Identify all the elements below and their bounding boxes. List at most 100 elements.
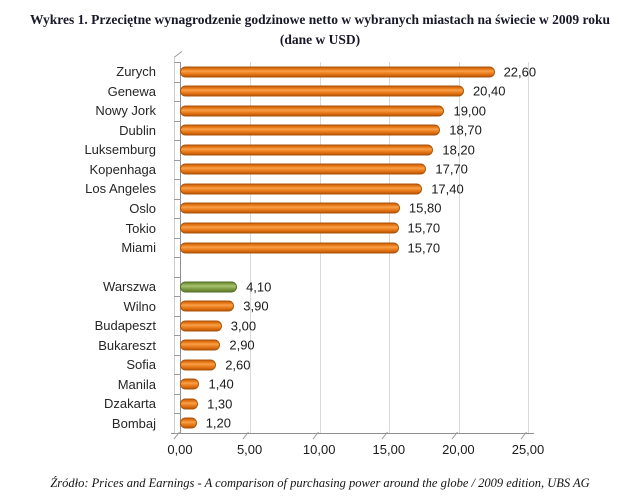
table-row: Nowy Jork 19,00 <box>0 101 640 121</box>
y-tick-mark <box>174 315 181 317</box>
bar-track: 18,70 <box>180 121 528 141</box>
bar <box>180 183 423 195</box>
gridline <box>458 62 460 433</box>
y-tick-mark <box>174 296 181 298</box>
category-label: Warszwa <box>103 279 156 295</box>
category-label: Tokio <box>125 220 156 236</box>
value-label: 2,60 <box>225 357 251 373</box>
category-label: Kopenhaga <box>89 161 156 177</box>
bar <box>180 242 399 254</box>
bar-track: 1,20 <box>180 414 528 434</box>
y-tick-mark <box>174 101 181 103</box>
bar-track: 2,60 <box>180 355 528 375</box>
bar <box>180 202 400 214</box>
table-row: Bukareszt 2,90 <box>0 335 640 355</box>
bar-track: 1,40 <box>180 375 528 395</box>
bar-track: 3,00 <box>180 316 528 336</box>
bar-track: 3,90 <box>180 296 528 316</box>
category-label: Sofia <box>126 357 156 373</box>
y-tick-mark <box>174 62 181 63</box>
table-row: Luksemburg 18,20 <box>0 140 640 160</box>
x-axis-line <box>171 433 534 434</box>
bar <box>180 300 235 312</box>
table-row: Dzakarta 1,30 <box>0 394 640 414</box>
category-label: Budapeszt <box>94 318 156 334</box>
value-label: 1,20 <box>205 415 232 431</box>
category-label: Miami <box>121 240 156 256</box>
table-row: Miami 15,70 <box>0 238 640 258</box>
value-label: 4,10 <box>246 279 272 295</box>
bar-track: 22,60 <box>180 62 536 82</box>
category-label: Dzakarta <box>103 396 156 412</box>
bar-track: 15,70 <box>180 238 528 258</box>
table-row: Sofia 2,60 <box>0 355 640 375</box>
gridline <box>528 62 529 433</box>
source-note: Źródło: Prices and Earnings - A comparis… <box>50 476 590 490</box>
value-label: 1,40 <box>208 376 234 392</box>
table-row: Manila 1,40 <box>0 375 640 395</box>
value-label: 15,70 <box>407 220 441 236</box>
category-label: Oslo <box>129 200 156 216</box>
bar <box>180 281 238 293</box>
axis-3d-cap <box>173 50 183 58</box>
value-label: 18,70 <box>449 122 482 138</box>
x-tick-label: 20,00 <box>442 442 475 457</box>
table-row: Tokio 15,70 <box>0 218 640 238</box>
value-label: 22,60 <box>503 64 537 80</box>
bar-track: 15,80 <box>180 199 528 219</box>
bar <box>180 378 200 390</box>
bar <box>180 320 222 332</box>
table-row <box>0 257 640 277</box>
y-tick-mark <box>174 140 181 142</box>
bar-rows: Zurych 22,60 Genewa 20,40 Nowy Jork 19,00 Dubl… <box>0 62 640 433</box>
bar <box>180 85 464 97</box>
category-label: Manila <box>117 376 156 392</box>
category-label: Bombaj <box>111 415 156 431</box>
y-tick-mark <box>174 159 181 161</box>
table-row: Wilno 3,90 <box>0 296 640 316</box>
y-tick-mark <box>174 218 181 220</box>
value-label: 3,00 <box>230 318 257 334</box>
bar <box>180 144 434 156</box>
value-label: 2,90 <box>229 337 255 353</box>
bar-track: 17,40 <box>180 179 528 199</box>
bar <box>180 398 199 410</box>
table-row: Oslo 15,80 <box>0 199 640 219</box>
table-row: Los Angeles 17,40 <box>0 179 640 199</box>
value-label: 17,70 <box>435 161 468 177</box>
category-label: Luksemburg <box>84 142 156 158</box>
y-tick-mark <box>174 198 181 200</box>
value-label: 15,70 <box>407 240 441 256</box>
table-row: Warszwa 4,10 <box>0 277 640 297</box>
bar <box>180 339 221 351</box>
category-label: Los Angeles <box>85 181 156 197</box>
bar <box>180 124 441 136</box>
table-row: Bombaj 1,20 <box>0 414 640 434</box>
y-tick-mark <box>174 433 181 434</box>
category-label: Nowy Jork <box>95 103 156 119</box>
bar-track: 2,90 <box>180 335 528 355</box>
bar-track: 19,00 <box>180 101 528 121</box>
category-label: Wilno <box>123 298 156 314</box>
y-tick-mark <box>174 257 181 259</box>
y-tick-mark <box>174 393 181 395</box>
y-tick-mark <box>174 179 181 181</box>
category-label: Zurych <box>116 64 156 80</box>
table-row: Kopenhaga 17,70 <box>0 160 640 180</box>
bar-track: 18,20 <box>180 140 528 160</box>
x-tick-label: 10,00 <box>302 442 336 457</box>
table-row: Genewa 20,40 <box>0 82 640 102</box>
bar-track <box>180 257 528 277</box>
bar-track: 20,40 <box>180 82 528 102</box>
bar <box>180 359 217 371</box>
bar <box>180 105 445 117</box>
category-label: Bukareszt <box>98 337 156 353</box>
value-label: 17,40 <box>431 181 464 197</box>
bar <box>180 66 495 78</box>
category-label: Dublin <box>119 122 156 138</box>
y-tick-mark <box>174 120 181 122</box>
x-tick-label: 15,00 <box>372 442 406 457</box>
bar-track: 15,70 <box>180 218 528 238</box>
